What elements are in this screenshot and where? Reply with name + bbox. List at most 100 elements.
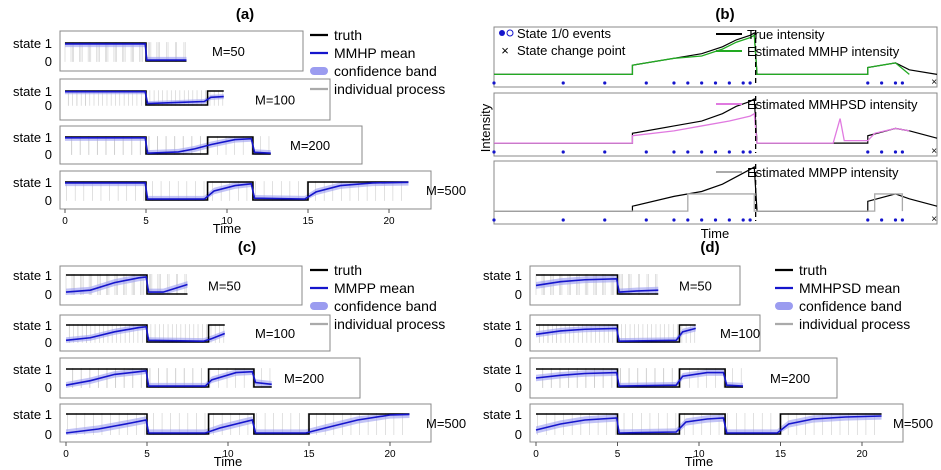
legend-swatch bbox=[499, 30, 505, 36]
y-tick-label: state 1 bbox=[13, 36, 52, 51]
x-tick-label: 15 bbox=[775, 449, 787, 460]
y-tick-label: 0 bbox=[515, 287, 522, 302]
event-marker bbox=[900, 81, 904, 85]
true-intensity-line bbox=[494, 165, 938, 212]
legend-entry: MMHP mean bbox=[334, 45, 415, 61]
y-tick-label: 0 bbox=[45, 427, 52, 442]
legend-entry: truth bbox=[799, 262, 827, 278]
event-marker bbox=[603, 81, 607, 85]
event-marker bbox=[700, 81, 704, 85]
y-tick-label: state 1 bbox=[13, 407, 52, 422]
x-tick-label: 0 bbox=[62, 216, 68, 227]
event-marker bbox=[727, 81, 731, 85]
legend-entry: truth bbox=[334, 27, 362, 43]
legend-entry: State change point bbox=[517, 43, 626, 58]
legend-entry: individual process bbox=[799, 316, 910, 332]
y-tick-label: 0 bbox=[45, 147, 52, 162]
legend-swatch bbox=[506, 29, 514, 37]
x-tick-label: 0 bbox=[533, 449, 539, 460]
event-marker bbox=[492, 218, 496, 222]
event-marker bbox=[893, 218, 898, 222]
mean-line bbox=[535, 415, 882, 434]
y-tick-label: 0 bbox=[45, 335, 52, 350]
legend-swatch bbox=[310, 67, 328, 75]
change-point-marker: × bbox=[931, 146, 937, 157]
subplot-frame bbox=[59, 170, 432, 210]
x-tick-label: 5 bbox=[143, 216, 149, 227]
y-tick-label: state 1 bbox=[13, 175, 52, 190]
panel-c: (c) state 1 0 M=50 state 1 0 M=100 state 1 0 M=20… bbox=[13, 239, 466, 469]
event-marker bbox=[686, 218, 690, 222]
event-marker bbox=[644, 150, 648, 154]
event-marker bbox=[686, 81, 690, 85]
legend: truth MMHP mean confidence band individual … bbox=[310, 27, 445, 97]
event-marker bbox=[561, 81, 565, 85]
m-label: M=200 bbox=[290, 138, 330, 153]
event-marker bbox=[900, 218, 904, 222]
panel-label: (b) bbox=[715, 6, 734, 23]
truth-line bbox=[66, 324, 225, 343]
legend-entry: confidence band bbox=[334, 63, 437, 79]
confidence-band bbox=[66, 324, 225, 343]
legend-entry: MMHPSD mean bbox=[799, 280, 900, 296]
event-marker bbox=[727, 150, 731, 154]
subplot-m-500: state 1 0 M=500 bbox=[483, 403, 933, 443]
y-tick-label: state 1 bbox=[13, 318, 52, 333]
legend: truth MMHPSD mean confidence band individua… bbox=[775, 262, 910, 332]
x-axis-label: Time bbox=[213, 221, 241, 236]
x-tick-label: 10 bbox=[222, 449, 234, 460]
m-label: M=50 bbox=[212, 44, 245, 59]
x-axis-label: Time bbox=[214, 454, 242, 469]
mean-line bbox=[65, 369, 272, 387]
event-marker bbox=[492, 81, 496, 85]
event-marker bbox=[900, 150, 904, 154]
legend-entry: Estimated MMHP intensity bbox=[747, 44, 900, 59]
legend-entry: confidence band bbox=[334, 298, 437, 314]
y-tick-label: 0 bbox=[515, 427, 522, 442]
mean-line bbox=[65, 43, 187, 61]
truth-line bbox=[536, 368, 744, 388]
event-marker bbox=[741, 81, 745, 85]
mean-line bbox=[65, 181, 409, 200]
legend-swatch: × bbox=[501, 43, 509, 58]
event-marker bbox=[700, 218, 704, 222]
x-tick-label: 0 bbox=[63, 449, 69, 460]
event-marker bbox=[866, 81, 870, 85]
m-label: M=500 bbox=[893, 416, 933, 431]
subplot-m-50: state 1 0 M=50 bbox=[13, 30, 304, 72]
legend-entry: Estimated MMPP intensity bbox=[747, 165, 899, 180]
subplot-m-200: state 1 0 M=200 bbox=[13, 357, 361, 399]
y-tick-label: 0 bbox=[45, 193, 52, 208]
panel-label: (a) bbox=[236, 6, 254, 23]
event-marker bbox=[644, 81, 648, 85]
subplot-m-200: state 1 0 M=200 bbox=[13, 125, 363, 165]
y-tick-label: state 1 bbox=[13, 362, 52, 377]
event-marker bbox=[866, 218, 870, 222]
legend-entry: individual process bbox=[334, 81, 445, 97]
x-tick-label: 20 bbox=[384, 449, 396, 460]
event-marker bbox=[748, 150, 752, 154]
m-label: M=100 bbox=[255, 326, 295, 341]
m-label: M=100 bbox=[720, 326, 760, 341]
m-label: M=200 bbox=[770, 371, 810, 386]
x-tick-label: 5 bbox=[615, 449, 621, 460]
mean-line bbox=[65, 276, 188, 293]
event-marker bbox=[893, 81, 898, 85]
mean-line bbox=[535, 327, 696, 342]
event-marker bbox=[880, 218, 884, 222]
event-marker bbox=[644, 218, 648, 222]
y-axis-label: Intensity bbox=[478, 103, 493, 152]
event-marker bbox=[748, 218, 752, 222]
event-marker bbox=[672, 81, 676, 85]
legend-entry: MMPP mean bbox=[334, 280, 415, 296]
x-tick-label: 15 bbox=[302, 216, 314, 227]
event-marker bbox=[880, 150, 884, 154]
confidence-band bbox=[536, 413, 882, 435]
legend-entry: Estimated MMHPSD intensity bbox=[747, 97, 918, 112]
subplot-m-50: state 1 0 M=50 bbox=[483, 265, 741, 306]
event-marker bbox=[713, 81, 718, 85]
estimated-intensity-line bbox=[494, 193, 904, 212]
subplot-m-100: state 10 M=100 bbox=[13, 78, 331, 121]
